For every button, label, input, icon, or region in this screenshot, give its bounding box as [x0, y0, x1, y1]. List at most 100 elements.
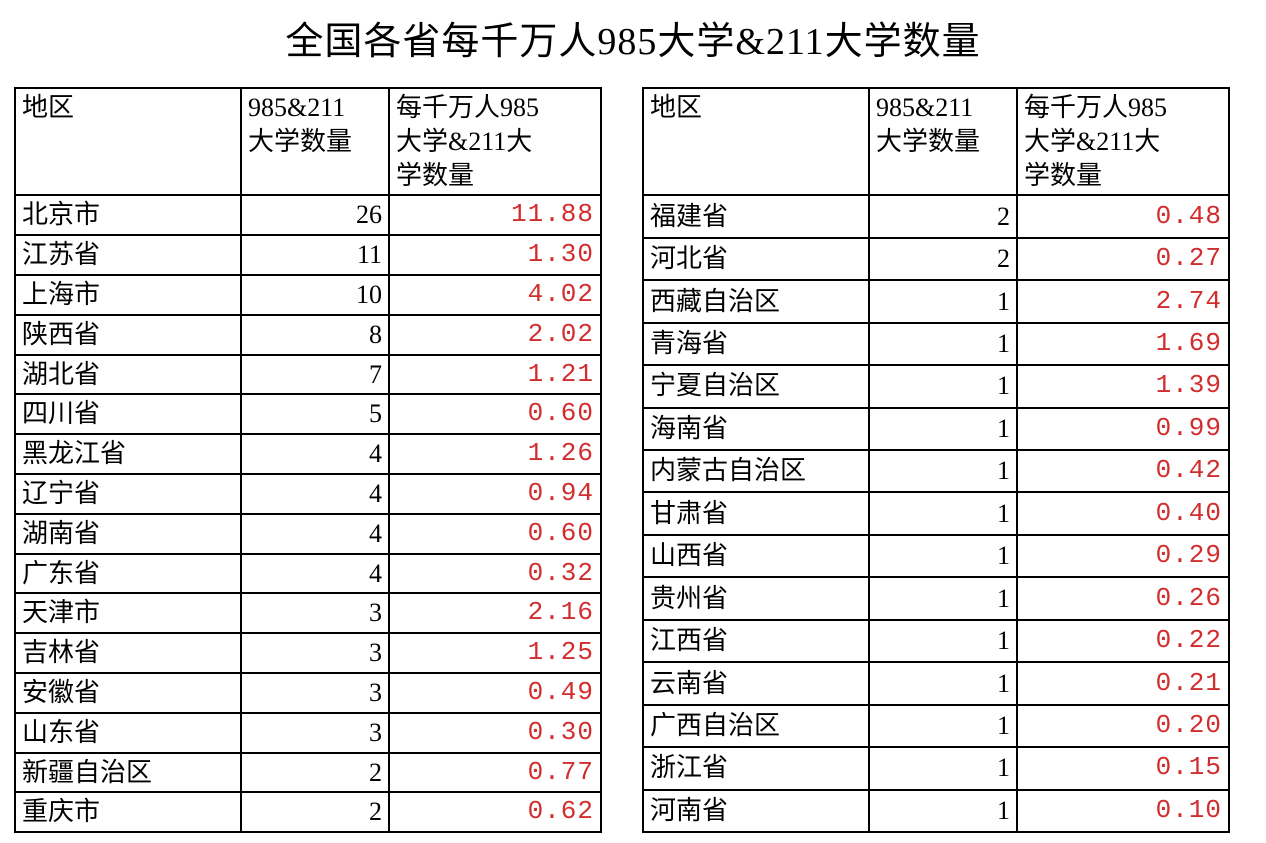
table-row: 浙江省10.15 — [643, 747, 1229, 789]
cell-ratio: 0.42 — [1017, 450, 1229, 492]
cell-ratio: 2.02 — [389, 315, 601, 355]
cell-ratio: 1.30 — [389, 235, 601, 275]
cell-ratio: 1.69 — [1017, 323, 1229, 365]
cell-count: 1 — [869, 662, 1017, 704]
cell-ratio: 4.02 — [389, 275, 601, 315]
table-header-row: 地区 985&211大学数量 每千万人985大学&211大学数量 — [15, 88, 601, 195]
cell-region: 陕西省 — [15, 315, 241, 355]
cell-count: 1 — [869, 535, 1017, 577]
table-row: 上海市104.02 — [15, 275, 601, 315]
cell-count: 8 — [241, 315, 389, 355]
cell-region: 山东省 — [15, 713, 241, 753]
cell-region: 天津市 — [15, 593, 241, 633]
cell-count: 2 — [241, 792, 389, 832]
cell-ratio: 0.27 — [1017, 238, 1229, 280]
cell-ratio: 0.20 — [1017, 705, 1229, 747]
cell-count: 1 — [869, 492, 1017, 534]
cell-ratio: 1.39 — [1017, 365, 1229, 407]
cell-count: 1 — [869, 620, 1017, 662]
table-row: 湖北省71.21 — [15, 355, 601, 395]
cell-region: 贵州省 — [643, 577, 869, 619]
table-row: 河北省20.27 — [643, 238, 1229, 280]
table-row: 河南省10.10 — [643, 790, 1229, 833]
cell-region: 江西省 — [643, 620, 869, 662]
cell-ratio: 0.22 — [1017, 620, 1229, 662]
cell-count: 1 — [869, 577, 1017, 619]
cell-region: 黑龙江省 — [15, 434, 241, 474]
left-table: 地区 985&211大学数量 每千万人985大学&211大学数量 北京市2611… — [14, 87, 602, 833]
header-count: 985&211大学数量 — [241, 88, 389, 195]
table-row: 吉林省31.25 — [15, 633, 601, 673]
right-table: 地区 985&211大学数量 每千万人985大学&211大学数量 福建省20.4… — [642, 87, 1230, 833]
cell-region: 江苏省 — [15, 235, 241, 275]
cell-count: 1 — [869, 280, 1017, 322]
cell-ratio: 0.30 — [389, 713, 601, 753]
table-row: 四川省50.60 — [15, 394, 601, 434]
cell-region: 山西省 — [643, 535, 869, 577]
table-row: 广东省40.32 — [15, 554, 601, 594]
table-row: 青海省11.69 — [643, 323, 1229, 365]
cell-count: 3 — [241, 633, 389, 673]
cell-region: 云南省 — [643, 662, 869, 704]
cell-count: 4 — [241, 474, 389, 514]
table-row: 贵州省10.26 — [643, 577, 1229, 619]
cell-region: 海南省 — [643, 408, 869, 450]
table-row: 广西自治区10.20 — [643, 705, 1229, 747]
cell-count: 4 — [241, 514, 389, 554]
cell-region: 青海省 — [643, 323, 869, 365]
cell-region: 河南省 — [643, 790, 869, 833]
cell-count: 1 — [869, 365, 1017, 407]
cell-ratio: 0.32 — [389, 554, 601, 594]
right-table-body: 福建省20.48河北省20.27西藏自治区12.74青海省11.69宁夏自治区1… — [643, 195, 1229, 832]
cell-count: 26 — [241, 195, 389, 235]
cell-region: 湖南省 — [15, 514, 241, 554]
cell-ratio: 1.25 — [389, 633, 601, 673]
table-row: 宁夏自治区11.39 — [643, 365, 1229, 407]
cell-ratio: 0.77 — [389, 753, 601, 793]
cell-count: 1 — [869, 790, 1017, 833]
header-region: 地区 — [643, 88, 869, 195]
cell-region: 上海市 — [15, 275, 241, 315]
cell-count: 3 — [241, 713, 389, 753]
cell-ratio: 0.29 — [1017, 535, 1229, 577]
table-row: 山东省30.30 — [15, 713, 601, 753]
cell-count: 7 — [241, 355, 389, 395]
cell-region: 广西自治区 — [643, 705, 869, 747]
table-row: 西藏自治区12.74 — [643, 280, 1229, 322]
header-ratio: 每千万人985大学&211大学数量 — [389, 88, 601, 195]
table-row: 海南省10.99 — [643, 408, 1229, 450]
cell-count: 1 — [869, 747, 1017, 789]
cell-region: 吉林省 — [15, 633, 241, 673]
table-row: 辽宁省40.94 — [15, 474, 601, 514]
cell-ratio: 0.15 — [1017, 747, 1229, 789]
table-row: 安徽省30.49 — [15, 673, 601, 713]
cell-region: 新疆自治区 — [15, 753, 241, 793]
cell-count: 2 — [869, 238, 1017, 280]
cell-region: 重庆市 — [15, 792, 241, 832]
cell-region: 湖北省 — [15, 355, 241, 395]
cell-ratio: 0.21 — [1017, 662, 1229, 704]
table-row: 江西省10.22 — [643, 620, 1229, 662]
cell-region: 福建省 — [643, 195, 869, 237]
cell-count: 3 — [241, 593, 389, 633]
cell-count: 10 — [241, 275, 389, 315]
cell-ratio: 0.26 — [1017, 577, 1229, 619]
cell-region: 辽宁省 — [15, 474, 241, 514]
cell-region: 西藏自治区 — [643, 280, 869, 322]
cell-ratio: 0.48 — [1017, 195, 1229, 237]
tables-container: 地区 985&211大学数量 每千万人985大学&211大学数量 北京市2611… — [14, 87, 1252, 833]
cell-count: 1 — [869, 705, 1017, 747]
left-table-body: 北京市2611.88江苏省111.30上海市104.02陕西省82.02湖北省7… — [15, 195, 601, 832]
table-row: 北京市2611.88 — [15, 195, 601, 235]
cell-ratio: 0.62 — [389, 792, 601, 832]
table-row: 黑龙江省41.26 — [15, 434, 601, 474]
cell-ratio: 11.88 — [389, 195, 601, 235]
cell-count: 1 — [869, 323, 1017, 365]
cell-ratio: 0.60 — [389, 394, 601, 434]
table-row: 陕西省82.02 — [15, 315, 601, 355]
header-region: 地区 — [15, 88, 241, 195]
table-header-row: 地区 985&211大学数量 每千万人985大学&211大学数量 — [643, 88, 1229, 195]
cell-count: 2 — [241, 753, 389, 793]
cell-ratio: 1.21 — [389, 355, 601, 395]
table-row: 重庆市20.62 — [15, 792, 601, 832]
